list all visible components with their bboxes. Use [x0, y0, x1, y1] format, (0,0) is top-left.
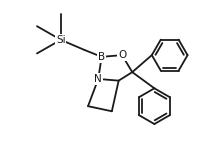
Text: O: O	[118, 50, 126, 60]
Text: B: B	[98, 52, 105, 62]
Text: Si: Si	[56, 35, 66, 45]
Text: N: N	[94, 74, 102, 84]
